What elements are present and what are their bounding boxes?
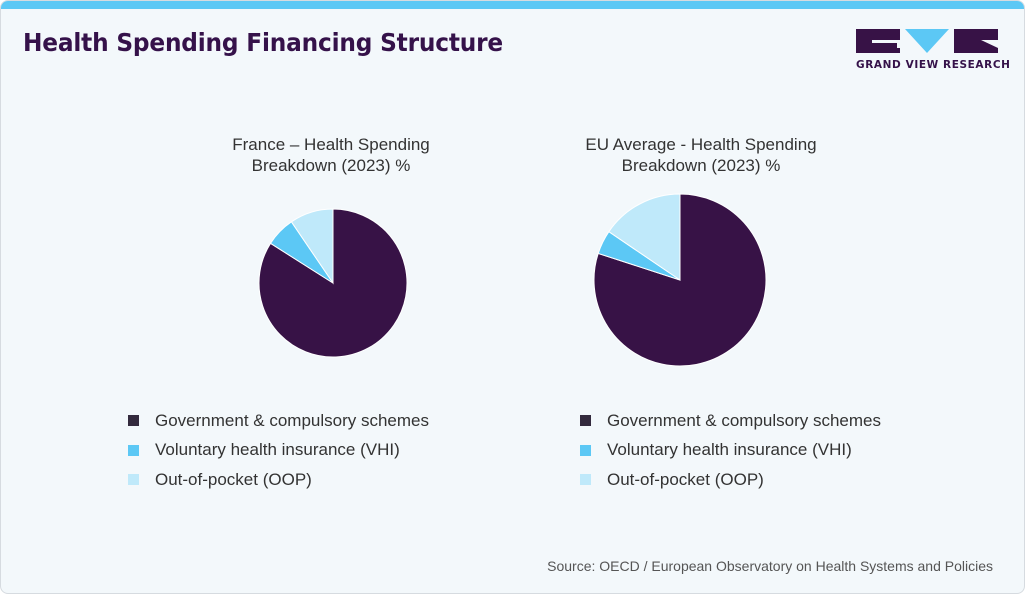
legend-eu: Government & compulsory schemes Voluntar… <box>580 406 881 495</box>
swatch-oop-icon <box>580 474 591 486</box>
legend-label: Government & compulsory schemes <box>155 410 429 430</box>
gvr-logo-icon <box>856 29 998 53</box>
brand-name: GRAND VIEW RESEARCH <box>856 59 1011 71</box>
pie-slice <box>608 193 681 281</box>
legend-label: Government & compulsory schemes <box>607 410 881 430</box>
swatch-oop-icon <box>128 474 139 486</box>
pie-slice <box>290 208 334 285</box>
legend-item-government: Government & compulsory schemes <box>128 406 429 436</box>
swatch-government-icon <box>580 415 591 427</box>
pie-chart-france <box>258 208 408 358</box>
chart-title-eu: EU Average - Health Spending Breakdown (… <box>556 134 846 176</box>
page-title: Health Spending Financing Structure <box>23 28 503 57</box>
legend-label: Out-of-pocket (OOP) <box>607 469 764 489</box>
swatch-government-icon <box>128 415 139 427</box>
legend-item-government: Government & compulsory schemes <box>580 406 881 436</box>
legend-label: Voluntary health insurance (VHI) <box>155 440 400 460</box>
legend-label: Voluntary health insurance (VHI) <box>607 440 852 460</box>
accent-bar <box>1 1 1024 9</box>
legend-item-oop: Out-of-pocket (OOP) <box>580 465 881 495</box>
chart-title-france: France – Health Spending Breakdown (2023… <box>201 134 461 176</box>
swatch-vhi-icon <box>580 444 591 456</box>
legend-item-vhi: Voluntary health insurance (VHI) <box>128 436 429 466</box>
chart-title-line1: EU Average - Health Spending <box>585 135 817 154</box>
chart-title-line1: France – Health Spending <box>232 135 430 154</box>
swatch-vhi-icon <box>128 444 139 456</box>
source-note: Source: OECD / European Observatory on H… <box>547 558 993 574</box>
pie-chart-eu <box>593 193 767 367</box>
legend-france: Government & compulsory schemes Voluntar… <box>128 406 429 495</box>
chart-title-line2: Breakdown (2023) % <box>251 156 411 175</box>
legend-item-oop: Out-of-pocket (OOP) <box>128 465 429 495</box>
legend-label: Out-of-pocket (OOP) <box>155 469 312 489</box>
chart-title-line2: Breakdown (2023) % <box>621 156 781 175</box>
legend-item-vhi: Voluntary health insurance (VHI) <box>580 436 881 466</box>
